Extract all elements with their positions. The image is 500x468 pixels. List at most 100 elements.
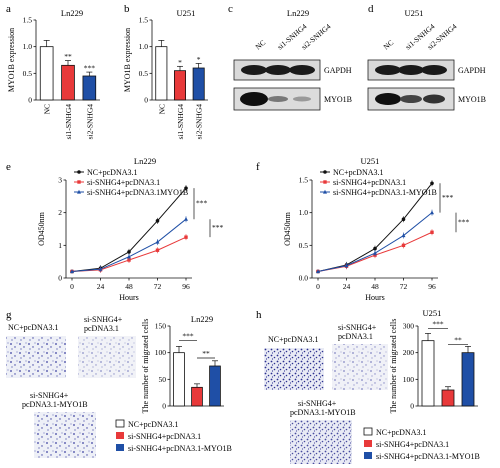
blot-d-lane-1: NC <box>382 38 396 52</box>
micro-h-myo-label-1: si-SNHG4+ <box>298 399 337 408</box>
chart-g-bar <box>209 365 221 407</box>
blot-c-gapdh-band-3 <box>289 65 315 75</box>
chart-a-category-label: si2-SNHG4 <box>85 104 94 140</box>
chart-b-category-label: NC <box>157 104 166 114</box>
title-b: U251 <box>177 8 196 18</box>
legend-g-swatch-nc <box>115 419 125 428</box>
chart-e-point <box>155 239 160 244</box>
chart-f-point <box>401 233 406 238</box>
chart-a-sig-label: *** <box>84 64 96 73</box>
chart-h-ytick-label: 200 <box>403 348 415 357</box>
chart-e-point <box>70 269 74 274</box>
chart-f-ytick-label: 1.5 <box>299 176 309 185</box>
chart-f-series-line <box>317 212 433 272</box>
blot-c-lane-1: NC <box>254 38 268 52</box>
micro-h-si-cells <box>332 344 388 390</box>
legend-h-myo: si-SNHG4+pcDNA3.1-MYO1B <box>376 452 480 461</box>
micro-h-si-label-1: si-SNHG4+ <box>338 323 377 332</box>
chart-e-legend-label: si-SNHG4+pcDNA3.1 <box>87 178 160 187</box>
blot-d-myo1b-band-1 <box>375 93 401 105</box>
chart-f-xtick-label: 0 <box>316 282 320 291</box>
chart-b-bar <box>173 70 186 101</box>
legend-g-swatch-si <box>116 432 124 439</box>
chart-h-ytick-label: 300 <box>403 322 415 331</box>
panel-label-a: a <box>6 3 11 15</box>
title-a: Ln229 <box>61 8 83 18</box>
chart-e-point <box>155 248 160 252</box>
chart-h-bar <box>421 340 435 407</box>
blot-c-gapdh-band-1 <box>241 65 267 75</box>
chart-f-xlabel: Hours <box>365 293 385 302</box>
chart-f-xtick-label: 48 <box>371 282 379 291</box>
chart-a-ytick-label: 0 <box>28 96 32 105</box>
micro-h-myo-label-2: pcDNA3.1-MYO1B <box>290 408 356 417</box>
chart-f-point <box>373 250 377 255</box>
chart-f-sig-label: *** <box>442 193 454 202</box>
blot-c-myo1b-band-1 <box>240 92 268 106</box>
chart-f-xtick-label: 96 <box>428 282 436 291</box>
chart-h-sig-label: *** <box>432 320 444 329</box>
blot-c-row-gapdh: GAPDH <box>324 66 352 75</box>
chart-f-point <box>373 246 377 251</box>
micrographs-h: NC+pcDNA3.1 si-SNHG4+ pcDNA3.1 si-SNHG4+… <box>264 323 388 464</box>
micro-h-nc-label: NC+pcDNA3.1 <box>268 335 319 344</box>
chart-e-point <box>98 266 103 271</box>
chart-e-ytick-label: 1 <box>58 241 62 250</box>
chart-g-ytick-label: 50 <box>159 375 167 384</box>
chart-g-sig-label: ** <box>202 349 210 358</box>
chart-b-sig-label: * <box>197 55 201 64</box>
panel-label-g: g <box>6 309 12 321</box>
chart-h-sig-label: ** <box>454 336 462 345</box>
chart-b-ytick-label: 0.5 <box>139 69 149 78</box>
chart-a-ytick-label: 1.0 <box>23 42 33 51</box>
blot-d-gapdh-band-3 <box>421 65 447 75</box>
chart-e-sig-label: *** <box>196 199 208 208</box>
legend-h-swatch-si <box>364 440 372 447</box>
chart-e-sig-label: *** <box>212 223 224 232</box>
chart-f-point <box>316 269 320 274</box>
chart-e-legend-marker <box>77 170 81 174</box>
chart-g-ylabel: The number of migrated cells <box>141 319 150 414</box>
chart-f-point <box>344 263 349 268</box>
legend-h-swatch-myo <box>364 452 372 459</box>
chart-e-ytick-label: 2 <box>58 208 62 217</box>
chart-h-ytick-label: 100 <box>403 375 415 384</box>
chart-h-bar <box>441 389 455 407</box>
panel-label-b: b <box>124 3 130 15</box>
chart-a-category-label: NC <box>43 104 52 114</box>
micro-g-nc-cells <box>6 336 66 378</box>
micrographs-g: NC+pcDNA3.1 si-SNHG4+ pcDNA3.1 si-SNHG4+… <box>6 315 136 458</box>
chart-b-ytick-label: 1.5 <box>139 16 149 25</box>
chart-e-xtick-label: 24 <box>97 282 105 291</box>
chart-f-ytick-label: 0.0 <box>299 274 309 283</box>
legend-g-si: si-SNHG4+pcDNA3.1 <box>128 432 201 441</box>
chart-g-sig-label: *** <box>182 332 194 341</box>
micro-h-si-label-2: pcDNA3.1 <box>338 332 373 341</box>
chart-h-bar <box>461 352 475 407</box>
chart-f-ytick-label: 1.0 <box>299 208 309 217</box>
micro-h-nc-cells <box>264 348 324 390</box>
chart-e-xtick-label: 48 <box>125 282 133 291</box>
legend-g-myo: si-SNHG4+pcDNA3.1-MYO1B <box>128 444 232 453</box>
legend-g-nc: NC+pcDNA3.1 <box>128 420 179 429</box>
chart-h-ytick-label: 0 <box>410 402 414 411</box>
chart-b-ytick-label: 0 <box>144 96 148 105</box>
blot-d-gapdh-band-2 <box>398 65 424 75</box>
blot-d-myo1b-band-2 <box>400 95 422 103</box>
micro-g-si-label-2: pcDNA3.1 <box>84 324 119 333</box>
blot-d-row-gapdh: GAPDH <box>458 66 486 75</box>
blot-c-gapdh-band-2 <box>265 65 291 75</box>
legend-h: NC+pcDNA3.1 si-SNHG4+pcDNA3.1 si-SNHG4+p… <box>363 427 480 461</box>
chart-g-bar <box>191 386 203 407</box>
legend-h-nc: NC+pcDNA3.1 <box>376 428 427 437</box>
chart-f-legend-label: NC+pcDNA3.1 <box>333 168 384 177</box>
blot-d-row-myo1b: MYO1B <box>458 95 486 104</box>
chart-b-ytick-label: 1.0 <box>139 42 149 51</box>
chart-e-legend-marker <box>77 189 81 194</box>
chart-f-xtick-label: 72 <box>400 282 408 291</box>
chart-e-legend-label: si-SNHG4+pcDNA3.1MYO1B <box>87 188 188 197</box>
chart-b-ylabel: MYO1B expression <box>123 28 132 92</box>
panel-label-h: h <box>256 309 262 321</box>
micro-h-myo-cells <box>290 420 352 464</box>
micro-g-myo-label-1: si-SNHG4+ <box>30 391 69 400</box>
